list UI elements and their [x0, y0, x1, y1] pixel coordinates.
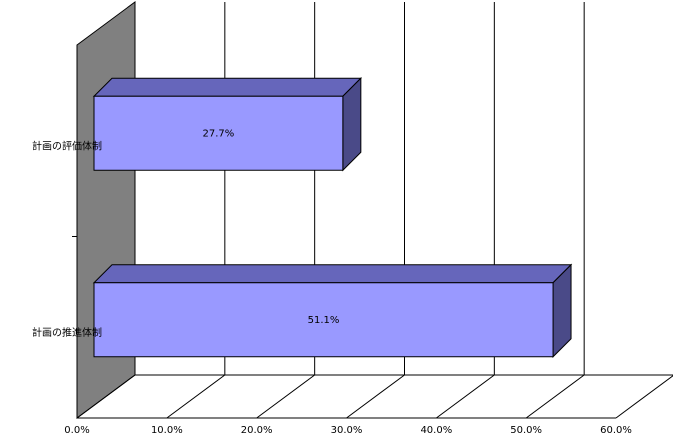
x-tick-label: 0.0%	[64, 425, 89, 435]
bar-top	[92, 77, 363, 97]
x-tick-label: 30.0%	[331, 425, 363, 435]
x-tick-label: 40.0%	[420, 425, 452, 435]
floor-line	[76, 374, 136, 419]
bar-top	[92, 264, 573, 284]
floor-line	[436, 374, 495, 419]
bar	[93, 282, 554, 358]
floor-line	[256, 374, 315, 419]
x-tick-label: 60.0%	[600, 425, 632, 435]
y-tick-label: 計画の推進体制	[32, 326, 102, 339]
floor-line	[346, 374, 405, 419]
x-tick-label: 20.0%	[241, 425, 273, 435]
floor-line	[615, 375, 673, 419]
bar	[93, 95, 344, 171]
x-tick-label: 50.0%	[510, 425, 542, 435]
y-tick-label: 計画の評価体制	[32, 139, 102, 152]
floor-line	[166, 374, 226, 419]
floor-line	[525, 374, 585, 419]
x-tick-label: 10.0%	[151, 425, 183, 435]
value-label: 51.1%	[308, 315, 340, 326]
value-label: 27.7%	[203, 128, 235, 139]
